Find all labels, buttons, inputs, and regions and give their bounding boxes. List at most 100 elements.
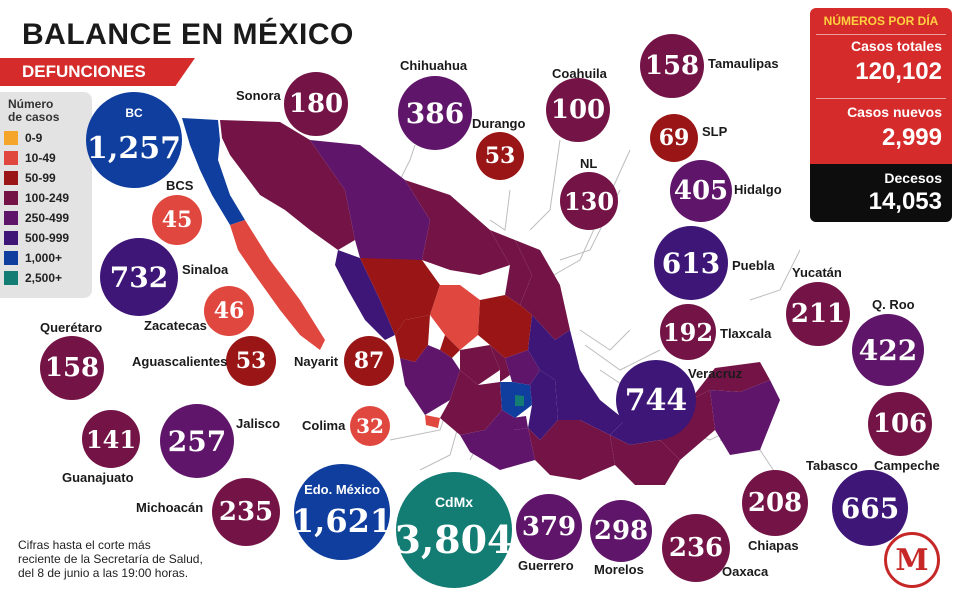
state-bc: [182, 118, 245, 225]
legend-swatch: [4, 211, 18, 225]
bubble-oaxaca: 236: [662, 514, 730, 582]
bubble-tlaxcala: 192: [660, 304, 716, 360]
bubble-colima-value: 32: [356, 414, 384, 438]
label-guerrero: Guerrero: [518, 558, 574, 573]
bubble-morelos: 298: [590, 500, 652, 562]
label-coahuila: Coahuila: [552, 66, 607, 81]
label-chiapas: Chiapas: [748, 538, 799, 553]
legend: Número de casos 0-9 10-49 50-99 100-249 …: [0, 92, 92, 298]
bubble-campeche-value: 106: [872, 409, 928, 439]
footnote: Cifras hasta el corte más reciente de la…: [18, 538, 218, 580]
label-nl: NL: [580, 156, 598, 171]
label-puebla: Puebla: [732, 258, 775, 273]
legend-swatch: [4, 131, 18, 145]
legend-item: 250-499: [4, 210, 82, 226]
legend-title-line2: de casos: [8, 110, 60, 124]
bubble-michoacan: 235: [212, 478, 280, 546]
bubble-tabasco: 665: [832, 470, 908, 546]
state-durango: [360, 258, 440, 335]
legend-label: 100-249: [25, 191, 70, 205]
footnote-line3: del 8 de junio a las 19:00 horas.: [18, 566, 189, 580]
bubble-bc-name: BC: [125, 106, 143, 120]
bubble-zacatecas-value: 46: [213, 298, 245, 324]
legend-swatch: [4, 151, 18, 165]
stats-total-label: Casos totales: [850, 38, 942, 54]
bubble-hidalgo: 405: [670, 160, 732, 222]
bubble-sonora-value: 180: [288, 89, 344, 119]
bubble-puebla-value: 613: [661, 246, 721, 280]
bubble-tabasco-value: 665: [840, 491, 900, 525]
legend-swatch: [4, 171, 18, 185]
bubble-edomex: Edo. México 1,621: [291, 464, 393, 560]
label-sinaloa: Sinaloa: [182, 262, 229, 277]
stats-deaths-label: Decesos: [884, 170, 942, 186]
bubble-tamaulipas: 158: [640, 34, 704, 98]
bubble-bc-value: 1,257: [87, 130, 181, 166]
bubble-cdmx-value: 3,804: [394, 516, 514, 562]
bubble-nayarit: 87: [344, 336, 394, 386]
bubble-jalisco-value: 257: [167, 424, 227, 458]
bubble-michoacan-value: 235: [218, 497, 274, 527]
label-slp: SLP: [702, 124, 728, 139]
state-oaxaca: [528, 420, 615, 480]
state-nayarit: [395, 315, 430, 362]
state-guanajuato: [460, 345, 500, 385]
bubble-coahuila-value: 100: [550, 95, 606, 125]
stats-new-label: Casos nuevos: [847, 104, 942, 120]
legend-item: 1,000+: [4, 250, 82, 266]
state-puebla: [528, 370, 558, 440]
bubble-nayarit-value: 87: [353, 348, 385, 374]
legend-item: 50-99: [4, 170, 82, 186]
label-durango: Durango: [472, 116, 526, 131]
stats-heading: NÚMEROS POR DÍA: [823, 14, 939, 28]
bubble-tlaxcala-value: 192: [662, 317, 714, 347]
milenio-logo: M: [884, 532, 940, 588]
bubble-chiapas: 208: [742, 470, 808, 536]
legend-label: 10-49: [25, 151, 56, 165]
label-sonora: Sonora: [236, 88, 281, 103]
state-sinaloa: [335, 250, 395, 340]
bubble-slp-value: 69: [658, 125, 690, 151]
state-veracruz: [528, 315, 625, 435]
stats-deaths-value: 14,053: [868, 188, 942, 215]
label-aguascalientes: Aguascalientes: [132, 354, 228, 369]
legend-label: 0-9: [25, 131, 43, 145]
title-country: MÉXICO: [232, 18, 354, 51]
legend-swatch: [4, 191, 18, 205]
bubble-nl: 130: [560, 172, 618, 230]
bubble-guanajuato-value: 141: [85, 424, 137, 454]
bubble-bc: BC 1,257: [86, 92, 182, 188]
state-morelos: [512, 416, 528, 430]
bubble-veracruz-value: 744: [624, 382, 688, 418]
bubble-cdmx: CdMx 3,804: [394, 472, 514, 588]
label-campeche: Campeche: [874, 458, 940, 473]
state-guerrero: [460, 410, 535, 470]
bubble-durango-value: 53: [484, 143, 516, 169]
bubble-veracruz: 744: [616, 360, 696, 440]
legend-label: 500-999: [25, 231, 70, 245]
label-qroo: Q. Roo: [872, 297, 915, 312]
stats-deaths-panel: Decesos 14,053: [810, 164, 952, 222]
legend-item: 100-249: [4, 190, 82, 206]
state-chihuahua: [310, 140, 430, 265]
bubble-chihuahua-value: 386: [405, 96, 465, 130]
legend-label: 1,000+: [25, 251, 63, 265]
state-michoacan: [440, 370, 502, 435]
bubble-tamaulipas-value: 158: [644, 51, 700, 81]
bubble-edomex-value: 1,621: [291, 502, 393, 540]
bubble-yucatan: 211: [786, 282, 850, 346]
page-title: BALANCE EN MÉXICO: [22, 18, 354, 52]
legend-swatch: [4, 251, 18, 265]
stats-divider: [816, 34, 946, 35]
bubble-slp: 69: [650, 114, 698, 162]
bubble-queretaro: 158: [40, 336, 104, 400]
label-chihuahua: Chihuahua: [400, 58, 468, 73]
label-tlaxcala: Tlaxcala: [720, 326, 772, 341]
legend-item: 500-999: [4, 230, 82, 246]
bubble-qroo: 422: [852, 314, 924, 386]
stats-divider: [816, 98, 946, 99]
state-chiapas: [610, 435, 680, 485]
legend-item: 2,500+: [4, 270, 82, 286]
bubble-chihuahua: 386: [398, 76, 472, 150]
stats-new-value: 2,999: [881, 124, 942, 151]
